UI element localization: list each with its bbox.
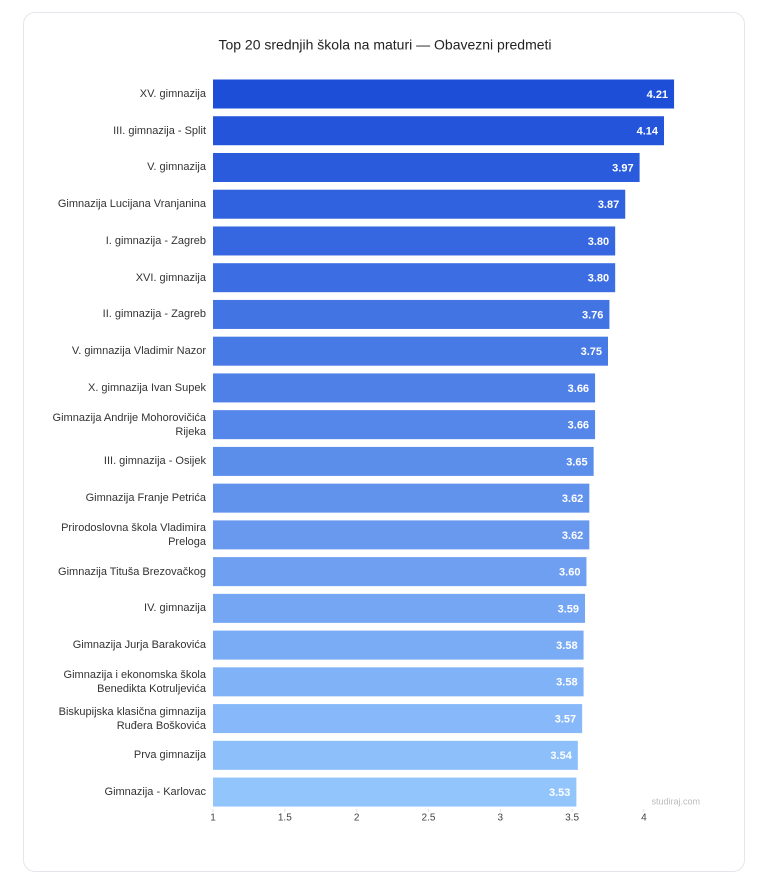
value-label: 3.58 (556, 640, 577, 652)
bar (213, 483, 590, 513)
category-label: Prva gimnazija (133, 749, 206, 762)
value-label: 3.57 (555, 713, 576, 725)
value-label: 4.14 (637, 126, 659, 138)
x-tick-label: 1.5 (278, 813, 292, 824)
bar (213, 410, 596, 440)
bar (213, 373, 596, 403)
category-label: Gimnazija - Karlovac (104, 786, 206, 799)
x-tick-label: 4 (641, 813, 647, 824)
x-tick-label: 3.5 (565, 813, 579, 824)
bar (213, 116, 665, 146)
bar (213, 667, 584, 697)
bar (213, 189, 626, 219)
value-label: 3.58 (556, 677, 577, 689)
x-tick-label: 2.5 (422, 813, 436, 824)
x-tick-label: 3 (497, 813, 503, 824)
watermark: studiraj.com (651, 796, 700, 806)
bar (213, 630, 584, 660)
category-label: Gimnazija Tituša Brezovačkog (58, 565, 206, 578)
category-label: Biskupijska klasična gimnazija Ruđera Bo… (58, 705, 206, 732)
bar (213, 79, 675, 109)
chart-title: Top 20 srednjih škola na maturi — Obavez… (218, 37, 551, 53)
bar (213, 152, 640, 182)
bar (213, 263, 616, 293)
x-tick-label: 1 (210, 813, 216, 824)
category-label: II. gimnazija - Zagreb (102, 308, 206, 321)
category-label: XV. gimnazija (139, 88, 206, 100)
value-label: 3.53 (549, 787, 570, 799)
value-label: 4.21 (647, 89, 668, 101)
value-label: 3.62 (562, 530, 583, 542)
bar (213, 446, 594, 476)
bar (213, 557, 587, 587)
bar (213, 226, 616, 256)
category-label: III. gimnazija - Osijek (103, 455, 206, 468)
category-label: IV. gimnazija (144, 602, 206, 615)
value-label: 3.60 (559, 567, 580, 579)
bar (213, 777, 577, 807)
category-label: Gimnazija Andrije Mohorovičića Rijeka (52, 411, 206, 438)
category-label: V. gimnazija Vladimir Nazor (71, 345, 206, 358)
bar (213, 299, 610, 329)
category-label: XVI. gimnazija (135, 271, 206, 284)
category-label: Gimnazija Franje Petrića (85, 492, 206, 505)
bar (213, 520, 590, 550)
category-label: III. gimnazija - Split (113, 124, 206, 137)
category-label: Prirodoslovna škola Vladimira Prelogа (61, 521, 206, 548)
category-label: Gimnazija i ekonomska škola Benedikta Ko… (63, 668, 206, 695)
value-label: 3.76 (582, 309, 603, 321)
value-label: 3.80 (588, 273, 609, 285)
value-label: 3.97 (612, 162, 633, 174)
bar (213, 704, 583, 734)
category-label: Gimnazija Lucijana Vranjanina (57, 198, 206, 211)
value-label: 3.66 (568, 420, 589, 432)
bar (213, 336, 608, 366)
value-label: 3.65 (566, 456, 587, 468)
bar (213, 593, 586, 623)
value-label: 3.87 (598, 199, 619, 211)
bar (213, 740, 578, 770)
value-label: 3.62 (562, 493, 583, 505)
value-label: 3.66 (568, 383, 589, 395)
value-label: 3.59 (558, 603, 579, 615)
value-label: 3.54 (550, 750, 572, 762)
value-label: 3.80 (588, 236, 609, 248)
value-label: 3.75 (581, 346, 602, 358)
category-label: Gimnazija Jurja Barakovića (72, 639, 206, 652)
category-label: X. gimnazija Ivan Supek (87, 381, 206, 394)
category-label: I. gimnazija - Zagreb (105, 234, 206, 247)
category-label: V. gimnazija (147, 161, 206, 174)
x-tick-label: 2 (354, 813, 360, 824)
